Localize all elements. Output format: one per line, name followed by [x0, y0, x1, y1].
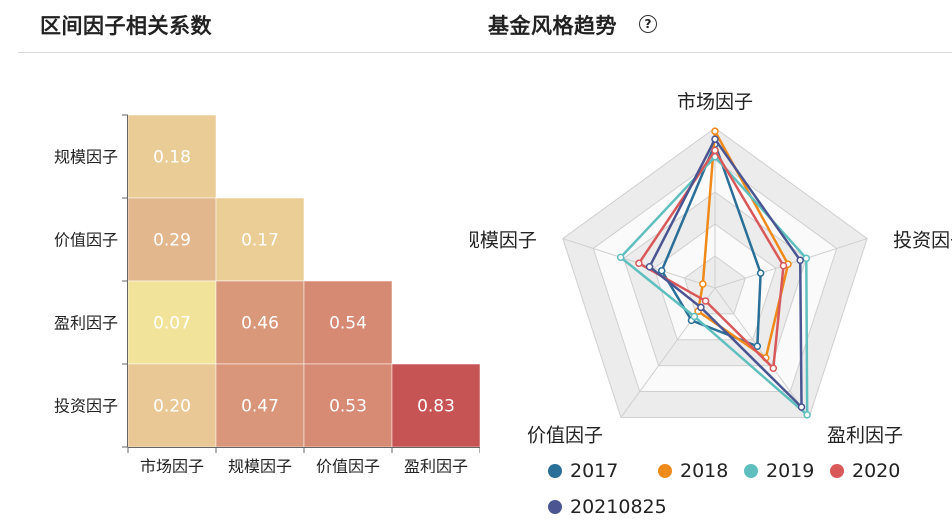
- heatmap-cell: [215, 197, 305, 282]
- y-tick-label: 投资因子: [54, 397, 118, 416]
- legend-marker: [658, 464, 672, 478]
- radar-indicator-label: 规模因子: [470, 230, 537, 252]
- legend-item[interactable]: 2017: [548, 460, 618, 482]
- heatmap-cell-label: 0.07: [153, 314, 191, 334]
- legend-label: 2019: [766, 460, 815, 482]
- radar-point: [711, 127, 719, 135]
- legend-item[interactable]: 2018: [658, 460, 728, 482]
- y-tick-label: 盈利因子: [54, 314, 118, 333]
- y-tick-label: 规模因子: [54, 148, 118, 167]
- heatmap-cell: [391, 363, 480, 448]
- heatmap-cell-label: 0.29: [153, 231, 191, 251]
- correlation-panel-title: 区间因子相关系数: [40, 14, 212, 38]
- radar-point: [769, 364, 778, 373]
- radar-point: [711, 135, 719, 143]
- heatmap-cell-label: 0.20: [153, 397, 191, 417]
- radar-axis-line: [714, 287, 810, 418]
- radar-point: [756, 269, 765, 277]
- radar-series-line: [647, 136, 803, 411]
- radar-point: [796, 256, 804, 265]
- question-circle-icon[interactable]: ?: [639, 15, 657, 33]
- radar-point: [779, 262, 788, 270]
- radar-point: [645, 262, 654, 271]
- x-tick-label: 市场因子: [140, 457, 204, 473]
- heatmap-cell: [127, 280, 217, 365]
- heatmap-cell-label: 0.53: [329, 397, 367, 417]
- heatmap-cell: [303, 363, 393, 448]
- radar-indicator-label: 价值因子: [527, 424, 603, 446]
- legend-item[interactable]: 2020: [830, 460, 900, 482]
- heatmap-cell-label: 0.18: [153, 148, 191, 168]
- radar-point: [697, 303, 705, 312]
- radar-indicator-label: 盈利因子: [827, 424, 903, 446]
- heatmap-cell: [127, 114, 217, 199]
- radar-point: [657, 266, 666, 275]
- legend-marker: [744, 464, 758, 478]
- radar-point: [690, 312, 699, 321]
- radar-series-line: [637, 148, 785, 371]
- correlation-heatmap: 0.18 0.29 0.17 0.07 0.46 0.54 0.20 0.47 0.53 0.83…: [54, 114, 480, 473]
- header-divider: [18, 52, 952, 53]
- y-tick-label: 价值因子: [54, 231, 118, 250]
- radar-point: [616, 253, 625, 262]
- x-tick-label: 盈利因子: [404, 457, 468, 473]
- legend-label: 2018: [680, 460, 729, 482]
- legend-label: 20210825: [570, 496, 667, 518]
- heatmap-cell: [127, 197, 217, 282]
- heatmap-cell-label: 0.17: [241, 231, 279, 251]
- radar-series-line: [660, 140, 762, 349]
- radar-point: [699, 280, 707, 288]
- radar-point: [753, 342, 762, 350]
- radar-point: [711, 146, 719, 155]
- radar-point: [701, 297, 710, 305]
- radar-point: [802, 254, 811, 263]
- legend-marker: [548, 500, 562, 514]
- legend-item[interactable]: 20210825: [548, 496, 667, 518]
- radar-point: [803, 411, 811, 419]
- legend-marker: [830, 464, 844, 478]
- heatmap-cell-label: 0.83: [417, 397, 455, 417]
- style-radar-chart: 市场因子投资因子盈利因子 价值因子 规模因子: [470, 91, 952, 446]
- heatmap-cell-label: 0.47: [241, 397, 279, 417]
- radar-indicator-label: 投资因子: [893, 230, 952, 252]
- legend-item[interactable]: 2019: [744, 460, 814, 482]
- legend-marker: [548, 464, 562, 478]
- style-trend-panel-title: 基金风格趋势: [488, 14, 617, 38]
- legend-label: 2020: [852, 460, 901, 482]
- heatmap-cell: [215, 363, 305, 448]
- legend-label: 2017: [570, 460, 619, 482]
- heatmap-cell-label: 0.46: [241, 314, 279, 334]
- x-tick-label: 价值因子: [316, 457, 380, 473]
- heatmap-cell-label: 0.54: [329, 314, 367, 334]
- x-tick-label: 规模因子: [228, 457, 292, 473]
- radar-indicator-label: 市场因子: [677, 91, 753, 113]
- radar-series-line: [696, 126, 790, 360]
- radar-series-line: [618, 154, 809, 418]
- radar-point: [797, 403, 806, 411]
- radar-point: [635, 259, 643, 268]
